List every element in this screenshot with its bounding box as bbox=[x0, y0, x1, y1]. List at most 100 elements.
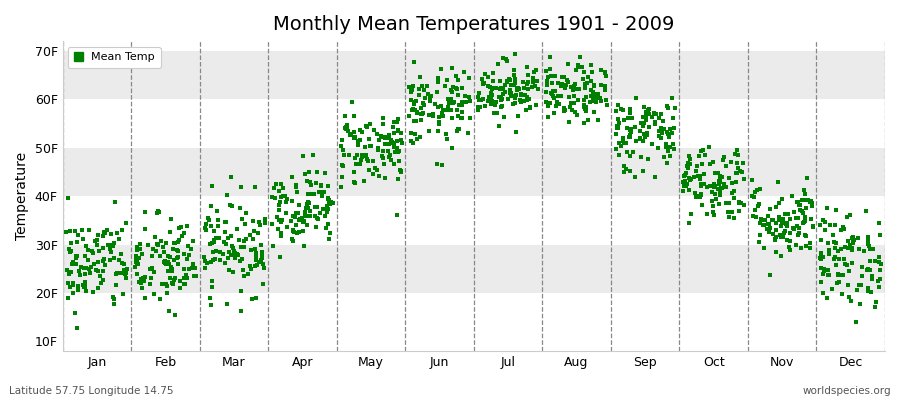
Point bbox=[568, 80, 582, 87]
Point bbox=[364, 143, 378, 150]
Point bbox=[224, 174, 238, 180]
Point bbox=[806, 223, 820, 230]
Point bbox=[307, 191, 321, 198]
Point bbox=[804, 216, 818, 222]
Point bbox=[300, 200, 314, 207]
Point bbox=[711, 170, 725, 176]
Point bbox=[270, 214, 284, 220]
Point bbox=[498, 82, 512, 88]
Point bbox=[119, 220, 133, 226]
Point bbox=[152, 208, 166, 215]
Point bbox=[426, 113, 440, 119]
Point bbox=[403, 86, 418, 92]
Point bbox=[731, 165, 745, 171]
Point bbox=[177, 274, 192, 281]
Point bbox=[246, 218, 260, 224]
Point bbox=[714, 179, 728, 185]
Point bbox=[823, 222, 837, 228]
Point bbox=[584, 62, 598, 68]
Point bbox=[679, 182, 693, 189]
Point bbox=[734, 168, 748, 174]
Point bbox=[598, 83, 613, 89]
Point bbox=[451, 77, 465, 84]
Point bbox=[783, 247, 797, 254]
Point bbox=[426, 111, 440, 117]
Point bbox=[320, 206, 335, 212]
Point bbox=[455, 101, 470, 108]
Point bbox=[507, 82, 521, 88]
Point bbox=[78, 284, 93, 290]
Point bbox=[477, 80, 491, 86]
Point bbox=[548, 72, 562, 79]
Point bbox=[506, 82, 520, 89]
Point bbox=[725, 180, 740, 186]
Point bbox=[787, 226, 801, 232]
Point bbox=[635, 114, 650, 120]
Point bbox=[450, 107, 464, 113]
Point bbox=[233, 258, 248, 264]
Point bbox=[347, 180, 362, 186]
Point bbox=[136, 275, 150, 282]
Point bbox=[295, 228, 310, 234]
Point bbox=[694, 192, 708, 198]
Point bbox=[500, 79, 515, 86]
Point bbox=[382, 135, 396, 141]
Point bbox=[511, 112, 526, 119]
Point bbox=[828, 253, 842, 260]
Point bbox=[667, 125, 681, 131]
Point bbox=[724, 159, 738, 166]
Point bbox=[338, 124, 353, 130]
Point bbox=[569, 86, 583, 92]
Point bbox=[299, 204, 313, 211]
Point bbox=[378, 175, 392, 181]
Point bbox=[514, 92, 528, 98]
Point bbox=[814, 251, 828, 258]
Point bbox=[527, 68, 542, 75]
Point bbox=[681, 165, 696, 171]
Point bbox=[376, 121, 391, 128]
Point bbox=[713, 186, 727, 193]
Point bbox=[376, 161, 391, 167]
Point bbox=[346, 178, 361, 185]
Point bbox=[158, 281, 173, 288]
Point bbox=[487, 101, 501, 107]
Point bbox=[206, 239, 220, 245]
Point bbox=[385, 138, 400, 145]
Point bbox=[737, 202, 751, 208]
Point bbox=[66, 290, 80, 297]
Point bbox=[820, 205, 834, 212]
Point bbox=[586, 95, 600, 101]
Point bbox=[684, 211, 698, 218]
Point bbox=[821, 240, 835, 246]
Point bbox=[434, 103, 448, 109]
Point bbox=[539, 88, 554, 95]
Point bbox=[796, 196, 811, 203]
Point bbox=[228, 255, 242, 262]
Point bbox=[485, 97, 500, 104]
Point bbox=[639, 117, 653, 124]
Point bbox=[221, 267, 236, 274]
Point bbox=[647, 110, 662, 116]
Point bbox=[495, 96, 509, 103]
Point bbox=[873, 232, 887, 238]
Point bbox=[360, 158, 374, 164]
Point bbox=[707, 170, 722, 176]
Point bbox=[635, 119, 650, 126]
Point bbox=[153, 253, 167, 259]
Point bbox=[556, 105, 571, 112]
Point bbox=[577, 120, 591, 126]
Point bbox=[444, 87, 458, 94]
Point bbox=[137, 278, 151, 284]
Point bbox=[288, 214, 302, 220]
Point bbox=[117, 271, 131, 278]
Point bbox=[585, 88, 599, 95]
Point bbox=[527, 83, 542, 90]
Point bbox=[562, 94, 576, 101]
Point bbox=[855, 272, 869, 279]
Point bbox=[96, 277, 111, 283]
Point bbox=[729, 170, 743, 177]
Point bbox=[406, 140, 420, 146]
Point bbox=[719, 200, 733, 207]
Point bbox=[320, 220, 335, 227]
Point bbox=[218, 228, 232, 235]
